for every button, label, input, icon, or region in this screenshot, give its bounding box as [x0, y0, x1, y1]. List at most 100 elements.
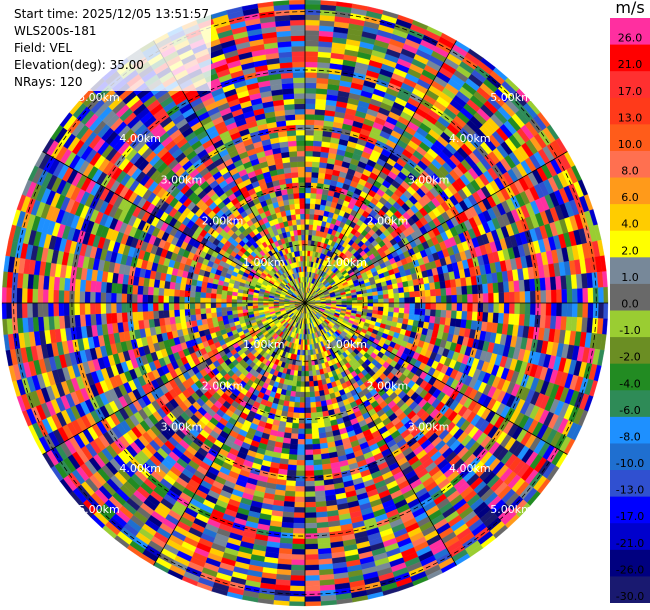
velocity-gate — [304, 140, 314, 147]
velocity-gate — [283, 501, 295, 508]
velocity-gate — [304, 585, 321, 592]
velocity-gate — [571, 288, 578, 304]
velocity-gate — [304, 601, 322, 607]
velocity-gate — [296, 381, 302, 387]
velocity-gate — [372, 295, 379, 300]
velocity-gate — [293, 512, 306, 519]
velocity-gate — [351, 302, 358, 306]
velocity-gate — [315, 401, 322, 408]
velocity-gate — [409, 302, 416, 309]
velocity-gate — [461, 302, 468, 312]
velocity-gate — [291, 428, 299, 435]
velocity-gate — [456, 302, 463, 312]
velocity-rays — [1, 0, 609, 607]
velocity-gate — [297, 439, 306, 445]
velocity-gate — [289, 396, 296, 403]
velocity-gate — [304, 569, 320, 576]
velocity-gate — [290, 433, 299, 440]
velocity-gate — [297, 370, 302, 377]
velocity-gate — [284, 495, 295, 503]
velocity-gate — [285, 485, 296, 492]
velocity-gate — [566, 288, 573, 304]
velocity-gate — [312, 443, 321, 450]
velocity-gate — [304, 150, 314, 157]
velocity-gate — [282, 506, 295, 513]
velocity-gate — [315, 198, 322, 205]
velocity-gate — [472, 293, 479, 304]
velocity-gate — [545, 289, 552, 304]
velocity-gate — [598, 287, 605, 304]
velocity-gate — [316, 182, 325, 190]
velocity-gate — [314, 109, 326, 116]
velocity-gate — [603, 302, 609, 320]
velocity-gate — [398, 287, 405, 294]
velocity-gate — [304, 397, 311, 403]
velocity-gate — [524, 302, 531, 315]
velocity-gate — [316, 188, 324, 195]
velocity-gate — [472, 302, 479, 313]
velocity-gate — [304, 349, 308, 356]
velocity-gate — [293, 507, 306, 513]
velocity-gate — [317, 421, 325, 429]
velocity-gate — [304, 224, 310, 230]
velocity-gate — [446, 295, 452, 304]
velocity-gate — [398, 307, 405, 314]
velocity-gate — [311, 171, 319, 178]
velocity-gate — [284, 427, 293, 434]
velocity-gate — [298, 412, 306, 419]
velocity-gate — [304, 61, 318, 68]
velocity-gate — [299, 407, 306, 414]
velocity-gate — [304, 161, 313, 167]
velocity-gate — [440, 288, 447, 297]
velocity-gate — [315, 193, 323, 200]
velocity-gate — [304, 129, 315, 136]
velocity-gate — [304, 103, 316, 110]
velocity-gate — [296, 375, 302, 382]
velocity-gate — [304, 176, 312, 183]
velocity-gate — [304, 213, 310, 220]
velocity-gate — [388, 302, 395, 308]
velocity-gate — [471, 284, 478, 295]
velocity-gate — [289, 585, 306, 592]
velocity-gate — [477, 293, 484, 304]
velocity-gate — [289, 596, 306, 603]
velocity-gate — [393, 302, 400, 309]
velocity-gate — [304, 208, 311, 215]
velocity-gate — [314, 203, 321, 210]
velocity-gate — [292, 412, 300, 419]
velocity-gate — [313, 385, 320, 392]
velocity-gate — [429, 315, 436, 324]
velocity-gate — [304, 124, 315, 131]
velocity-gate — [288, 401, 295, 408]
velocity-gate — [430, 289, 437, 297]
velocity-gate — [304, 491, 316, 498]
velocity-gate — [304, 72, 318, 78]
velocity-gate — [304, 564, 320, 571]
velocity-gate — [291, 554, 306, 561]
velocity-gate — [293, 401, 300, 408]
velocity-gate — [304, 486, 316, 492]
velocity-gate — [287, 464, 297, 471]
velocity-gate — [304, 51, 319, 58]
velocity-gate — [420, 302, 426, 310]
velocity-gate — [351, 297, 358, 301]
velocity-gate — [550, 289, 557, 304]
velocity-gate — [519, 302, 526, 315]
velocity-gate — [315, 406, 323, 413]
velocity-gate — [304, 229, 309, 236]
velocity-gate — [313, 474, 324, 482]
velocity-gate — [450, 286, 458, 296]
velocity-gate — [420, 296, 426, 304]
velocity-gate — [304, 512, 317, 519]
velocity-gate — [304, 507, 317, 513]
velocity-gate — [313, 469, 324, 476]
velocity-gate — [587, 287, 594, 304]
velocity-gate — [309, 213, 315, 220]
velocity-gate — [285, 480, 296, 487]
velocity-gate — [399, 302, 405, 309]
velocity-gate — [304, 548, 319, 555]
velocity-gate — [456, 294, 463, 304]
velocity-gate — [304, 412, 312, 419]
velocity-gate — [304, 45, 319, 52]
